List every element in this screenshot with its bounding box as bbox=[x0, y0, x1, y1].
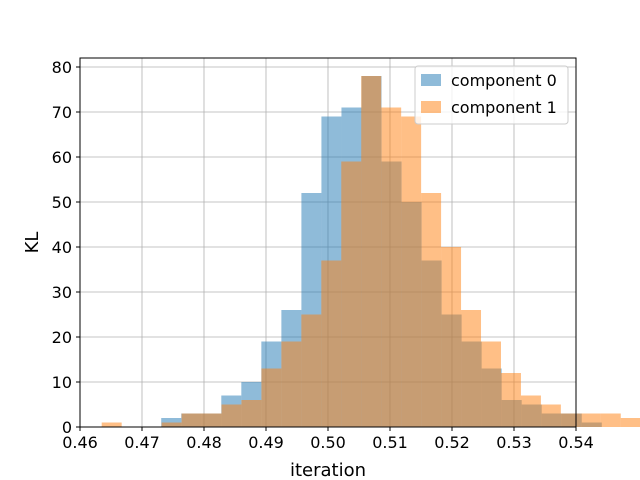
x-tick-label: 0.54 bbox=[558, 433, 594, 452]
y-tick-label: 70 bbox=[52, 103, 72, 122]
histogram-bar bbox=[201, 413, 222, 427]
bars bbox=[101, 76, 640, 427]
x-tick-label: 0.53 bbox=[496, 433, 532, 452]
legend: component 0 component 1 bbox=[414, 65, 569, 125]
legend-label: component 1 bbox=[451, 98, 557, 117]
x-tick-label: 0.51 bbox=[372, 433, 408, 452]
histogram-bar bbox=[241, 400, 262, 427]
histogram-bar bbox=[580, 413, 601, 427]
histogram-bar bbox=[560, 413, 581, 427]
x-tick-label: 0.50 bbox=[310, 433, 346, 452]
histogram-bar bbox=[261, 368, 282, 427]
histogram-bar bbox=[600, 413, 621, 427]
y-tick-label: 40 bbox=[52, 238, 72, 257]
y-axis-title: KL bbox=[22, 232, 43, 254]
histogram-bar bbox=[461, 310, 482, 427]
histogram-bar bbox=[500, 373, 521, 427]
x-axis-title: iteration bbox=[290, 460, 366, 480]
x-tick-label: 0.48 bbox=[186, 433, 222, 452]
histogram-bar bbox=[620, 418, 640, 427]
y-tick-label: 0 bbox=[62, 418, 72, 437]
axes: 0.46 0.47 0.48 0.49 0.50 0.51 0.52 0.53 0.54 0 10 2… bbox=[22, 57, 594, 480]
legend-label: component 0 bbox=[451, 71, 557, 90]
histogram-bar bbox=[101, 422, 122, 427]
x-tick-label: 0.46 bbox=[62, 433, 98, 452]
series-1 bbox=[101, 76, 640, 427]
histogram-bar bbox=[161, 422, 182, 427]
histogram-bar bbox=[381, 107, 402, 427]
x-tick-label: 0.52 bbox=[434, 433, 470, 452]
histogram-bar bbox=[441, 247, 462, 427]
histogram-bar bbox=[421, 193, 442, 427]
x-tick-label: 0.49 bbox=[248, 433, 284, 452]
histogram-bar bbox=[181, 413, 202, 427]
legend-box bbox=[414, 65, 569, 125]
y-tick-label: 30 bbox=[52, 283, 72, 302]
histogram-bar bbox=[361, 76, 382, 427]
y-tick-label: 20 bbox=[52, 328, 72, 347]
legend-swatch bbox=[421, 74, 441, 86]
histogram-bar bbox=[341, 161, 362, 427]
histogram-bar bbox=[520, 395, 541, 427]
histogram-bar bbox=[481, 341, 501, 427]
histogram-bar bbox=[401, 116, 422, 427]
histogram-bar bbox=[221, 404, 242, 427]
histogram-bar bbox=[321, 260, 342, 427]
histogram-bar bbox=[301, 314, 322, 427]
histogram-bar bbox=[281, 341, 302, 427]
y-tick-label: 80 bbox=[52, 58, 72, 77]
y-tick-label: 60 bbox=[52, 148, 72, 167]
y-tick-label: 10 bbox=[52, 373, 72, 392]
histogram-bar bbox=[540, 404, 561, 427]
y-tick-label: 50 bbox=[52, 193, 72, 212]
x-tick-label: 0.47 bbox=[124, 433, 160, 452]
legend-swatch bbox=[421, 101, 441, 113]
